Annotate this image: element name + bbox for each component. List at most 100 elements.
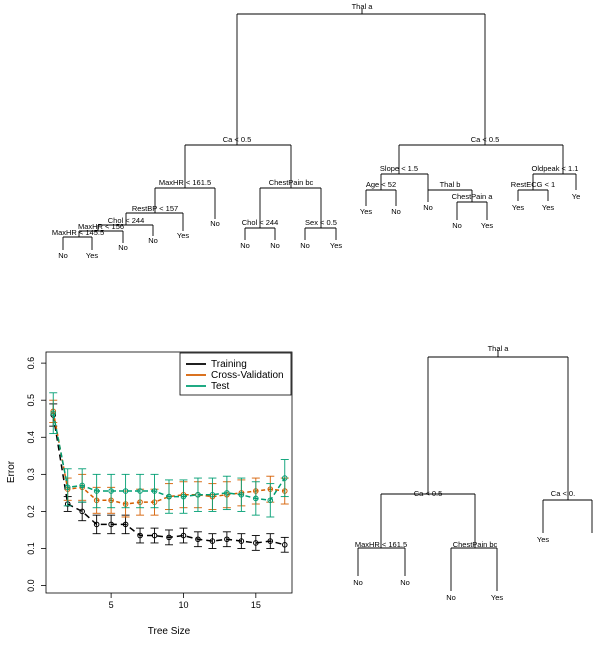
split-label: MaxHR < 145.5 bbox=[52, 228, 104, 237]
data-point bbox=[253, 540, 259, 546]
data-point bbox=[166, 534, 172, 541]
split-label: MaxHR < 161.5 bbox=[355, 540, 407, 549]
data-point bbox=[281, 475, 288, 481]
x-axis-title: Tree Size bbox=[148, 626, 191, 637]
data-point bbox=[180, 493, 187, 500]
leaf-label: Yes bbox=[177, 231, 189, 240]
plot-frame bbox=[45, 351, 293, 594]
data-point bbox=[267, 538, 274, 544]
split-label: Ca < 0.5 bbox=[414, 489, 443, 498]
data-point bbox=[79, 508, 85, 515]
leaf-label: No bbox=[400, 578, 410, 587]
data-point bbox=[195, 536, 201, 543]
tree-split-labels: Thal a Ca < 0.5 Ca < 0.5 MaxHR < 161.5 C… bbox=[52, 2, 579, 237]
data-point bbox=[108, 521, 114, 528]
split-label: Ca < 0.5 bbox=[223, 135, 252, 144]
split-label: Thal a bbox=[352, 2, 374, 11]
data-point bbox=[79, 482, 85, 489]
leaf-label: No bbox=[446, 593, 456, 602]
split-label: Thal b bbox=[440, 180, 461, 189]
y-tick-label: 0.5 bbox=[26, 394, 36, 407]
tree-leaf-labels: No No No Yes Yes bbox=[353, 535, 549, 602]
split-label: Oldpeak < 1.1 bbox=[532, 164, 579, 173]
series-line-test bbox=[52, 413, 286, 502]
error-chart: 0.0 0.1 0.2 0.3 0.4 0.5 0.6 5 10 15 Error Tree S… bbox=[6, 351, 293, 637]
data-point bbox=[166, 493, 172, 500]
data-point bbox=[108, 488, 114, 494]
leaf-label: No bbox=[240, 241, 250, 250]
y-axis-title: Error bbox=[6, 460, 17, 483]
y-axis: 0.0 0.1 0.2 0.3 0.4 0.5 0.6 bbox=[26, 357, 46, 592]
series-training bbox=[49, 403, 289, 553]
leaf-label: Yes bbox=[542, 203, 554, 212]
data-point bbox=[224, 490, 230, 496]
data-point bbox=[50, 410, 57, 416]
data-point bbox=[238, 538, 245, 544]
y-tick-label: 0.1 bbox=[26, 542, 36, 555]
data-point bbox=[137, 488, 143, 494]
split-label: MaxHR < 161.5 bbox=[159, 178, 211, 187]
y-tick-label: 0.3 bbox=[26, 468, 36, 481]
leaf-label: Yes bbox=[512, 203, 524, 212]
y-tick-label: 0.0 bbox=[26, 579, 36, 592]
split-label: ChestPain bc bbox=[269, 178, 314, 187]
split-label: Sex < 0.5 bbox=[305, 218, 337, 227]
data-point bbox=[151, 488, 158, 494]
series-test bbox=[49, 392, 289, 518]
data-point bbox=[151, 532, 158, 539]
leaf-label: Yes bbox=[491, 593, 503, 602]
tree-leaf-labels: No Yes No No Yes No No No No Yes Yes No … bbox=[58, 192, 580, 260]
data-point bbox=[224, 536, 230, 543]
split-label: Ca < 0.5 bbox=[471, 135, 500, 144]
leaf-label: Yes bbox=[481, 221, 493, 230]
data-point bbox=[180, 532, 187, 539]
leaf-label: No bbox=[353, 578, 363, 587]
split-label: Chol < 244 bbox=[108, 216, 145, 225]
series-layer bbox=[49, 392, 289, 553]
tree-branches bbox=[62, 9, 577, 250]
data-point bbox=[137, 532, 143, 539]
leaf-label: No bbox=[270, 241, 280, 250]
leaf-label: Yes bbox=[86, 251, 98, 260]
split-label: Ca < 0. bbox=[551, 489, 575, 498]
tree-branches bbox=[357, 350, 593, 591]
data-point bbox=[281, 542, 288, 548]
split-label: Age < 52 bbox=[366, 180, 396, 189]
series-line-training bbox=[52, 414, 285, 546]
split-label: ChestPain a bbox=[452, 192, 494, 201]
data-point bbox=[93, 488, 100, 494]
x-axis: 5 10 15 bbox=[109, 593, 261, 610]
x-tick-label: 5 bbox=[109, 600, 114, 610]
leaf-label: No bbox=[148, 236, 158, 245]
data-point bbox=[238, 491, 245, 498]
split-label: RestECG < 1 bbox=[511, 180, 555, 189]
split-label: Slope < 1.5 bbox=[380, 164, 418, 173]
x-tick-label: 15 bbox=[251, 600, 261, 610]
data-point bbox=[93, 521, 100, 528]
pruned-tree: Thal a Ca < 0.5 Ca < 0. MaxHR < 161.5 Ch… bbox=[353, 344, 593, 602]
y-tick-label: 0.2 bbox=[26, 505, 36, 518]
legend-label-test: Test bbox=[211, 381, 230, 392]
series-line-cross-validation bbox=[52, 411, 285, 505]
leaf-label: Yes bbox=[360, 207, 372, 216]
data-point bbox=[209, 491, 216, 498]
leaf-label: No bbox=[300, 241, 310, 250]
data-point bbox=[195, 491, 201, 498]
unpruned-tree: Thal a Ca < 0.5 Ca < 0.5 MaxHR < 161.5 C… bbox=[52, 2, 580, 260]
data-point bbox=[64, 484, 71, 491]
data-point bbox=[267, 497, 274, 504]
leaf-label: Yes bbox=[537, 535, 549, 544]
data-point bbox=[122, 521, 129, 528]
tree-split-labels: Thal a Ca < 0.5 Ca < 0. MaxHR < 161.5 Ch… bbox=[355, 344, 575, 549]
leaf-label: No bbox=[391, 207, 401, 216]
legend-box bbox=[179, 352, 292, 396]
legend-label-cross-validation: Cross-Validation bbox=[211, 370, 284, 381]
x-tick-label: 10 bbox=[178, 600, 188, 610]
split-label: MaxHR < 156 bbox=[78, 222, 124, 231]
leaf-label: No bbox=[452, 221, 462, 230]
data-point bbox=[253, 495, 259, 502]
split-label: Thal a bbox=[488, 344, 510, 353]
leaf-label: No bbox=[423, 203, 433, 212]
leaf-label: No bbox=[58, 251, 68, 260]
